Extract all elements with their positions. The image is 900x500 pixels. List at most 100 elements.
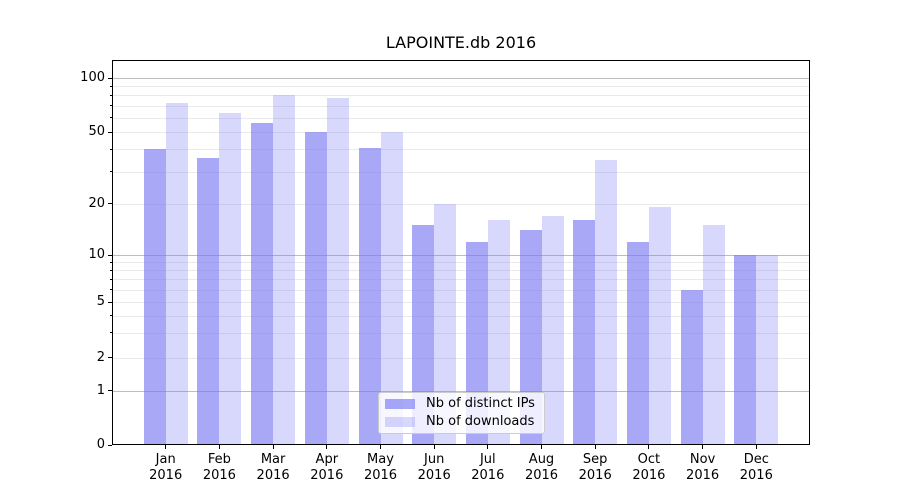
- legend-entry-downloads: Nb of downloads: [379, 413, 544, 431]
- bar-nb-of-downloads-may: [380, 132, 403, 445]
- x-tick-year: 2016: [578, 468, 612, 483]
- x-tick-label-sep: Sep 2016: [579, 452, 612, 484]
- y-tick-label: 5: [96, 294, 105, 309]
- bar-nb-of-distinct-ips-apr: [304, 132, 327, 445]
- x-tick-label-dec: Dec 2016: [740, 452, 773, 484]
- y-gridline-minor: [113, 358, 810, 359]
- y-gridline-minor: [113, 270, 810, 271]
- bar-nb-of-distinct-ips-jan: [143, 149, 166, 445]
- x-tick-month: Jan: [155, 452, 176, 467]
- x-tick-label-oct: Oct 2016: [632, 452, 665, 484]
- x-tick-year: 2016: [202, 468, 236, 483]
- y-gridline-minor: [113, 279, 810, 280]
- bar-nb-of-downloads-sep: [595, 159, 618, 445]
- bar-nb-of-downloads-dec: [756, 255, 779, 445]
- y-tick-label: 10: [88, 247, 105, 262]
- y-minor-tickmark: [109, 269, 112, 271]
- y-minor-tickmark: [109, 261, 112, 263]
- bar-nb-of-downloads-nov: [702, 224, 725, 445]
- y-gridline-major: [113, 391, 810, 392]
- y-minor-tickmark: [109, 148, 112, 150]
- bar-nb-of-distinct-ips-mar: [251, 123, 274, 445]
- bar-nb-of-distinct-ips-nov: [680, 289, 703, 445]
- x-tick-year: 2016: [149, 468, 183, 483]
- y-gridline-minor: [113, 118, 810, 119]
- y-minor-tickmark: [109, 105, 112, 107]
- x-tick-label-may: May 2016: [364, 452, 397, 484]
- bar-nb-of-distinct-ips-aug: [519, 230, 542, 445]
- chart-title: LAPOINTE.db 2016: [385, 33, 537, 52]
- y-gridline-minor: [113, 172, 810, 173]
- y-minor-tickmark: [109, 289, 112, 291]
- legend-entry-distinct-ips: Nb of distinct IPs: [379, 395, 544, 413]
- x-tick-label-mar: Mar 2016: [257, 452, 290, 484]
- x-tick-label-jun: Jun 2016: [418, 452, 451, 484]
- x-tick-month: Oct: [637, 452, 661, 467]
- y-minor-tickmark: [109, 203, 112, 204]
- y-gridline-major: [113, 255, 810, 256]
- y-tickmark: [108, 254, 112, 256]
- x-tick-month: Nov: [689, 452, 716, 467]
- bar-nb-of-downloads-jan: [165, 102, 188, 445]
- bar-nb-of-downloads-jul: [487, 220, 510, 445]
- y-minor-tickmark: [109, 315, 112, 316]
- bar-nb-of-downloads-jun: [434, 203, 457, 445]
- x-tickmark: [702, 445, 704, 449]
- bar-nb-of-downloads-apr: [326, 98, 349, 445]
- x-tick-year: 2016: [471, 468, 505, 483]
- y-gridline-minor: [113, 95, 810, 96]
- legend-label-downloads: Nb of downloads: [426, 414, 535, 429]
- x-tickmark: [648, 445, 650, 449]
- x-tick-label-jan: Jan 2016: [149, 452, 182, 484]
- x-tick-month: Jul: [479, 452, 496, 467]
- x-tick-label-aug: Aug 2016: [525, 452, 558, 484]
- y-gridline-minor: [113, 149, 810, 150]
- x-tick-year: 2016: [363, 468, 398, 483]
- x-tick-label-jul: Jul 2016: [471, 452, 504, 484]
- x-tick-month: Feb: [207, 452, 231, 467]
- bar-nb-of-downloads-oct: [648, 207, 671, 445]
- x-tickmark: [594, 445, 596, 449]
- x-tick-year: 2016: [739, 468, 773, 483]
- x-tick-year: 2016: [417, 468, 451, 483]
- x-tickmark: [755, 445, 757, 449]
- legend-swatch-downloads: [385, 417, 415, 427]
- legend: Nb of distinct IPs Nb of downloads: [378, 392, 545, 434]
- x-tick-label-feb: Feb 2016: [203, 452, 236, 484]
- x-tickmark: [218, 445, 220, 449]
- y-minor-tickmark: [109, 301, 112, 303]
- y-gridline-minor: [113, 132, 810, 133]
- x-tickmark: [165, 445, 167, 449]
- bar-nb-of-distinct-ips-may: [358, 147, 381, 445]
- y-gridline-major: [113, 78, 810, 79]
- y-tick-label: 20: [88, 195, 105, 211]
- x-tick-year: 2016: [632, 468, 666, 483]
- bar-nb-of-distinct-ips-feb: [197, 157, 220, 445]
- y-tick-label: 1: [96, 382, 105, 398]
- y-tick-label: 2: [96, 349, 105, 365]
- x-tick-month: Sep: [582, 452, 608, 467]
- y-gridline-minor: [113, 262, 810, 263]
- y-minor-tickmark: [109, 131, 112, 133]
- y-gridline-minor: [113, 86, 810, 87]
- y-minor-tickmark: [109, 332, 112, 334]
- x-tickmark: [541, 445, 542, 449]
- bar-nb-of-downloads-aug: [541, 215, 564, 445]
- x-tickmark: [380, 445, 381, 449]
- bar-nb-of-downloads-mar: [273, 95, 296, 445]
- y-tickmark: [108, 444, 112, 446]
- y-minor-tickmark: [109, 117, 112, 119]
- y-gridline-minor: [113, 333, 810, 334]
- x-tick-month: May: [367, 452, 394, 467]
- x-tick-label-apr: Apr 2016: [310, 452, 343, 484]
- legend-label-distinct-ips: Nb of distinct IPs: [426, 396, 535, 411]
- y-minor-tickmark: [109, 171, 112, 173]
- x-tick-month: Aug: [528, 452, 555, 467]
- bar-nb-of-distinct-ips-dec: [734, 255, 757, 445]
- x-tick-month: Apr: [315, 452, 339, 467]
- legend-swatch-distinct-ips: [385, 399, 415, 409]
- y-tickmark: [108, 77, 112, 79]
- x-tick-year: 2016: [686, 468, 720, 483]
- x-tickmark: [433, 445, 435, 449]
